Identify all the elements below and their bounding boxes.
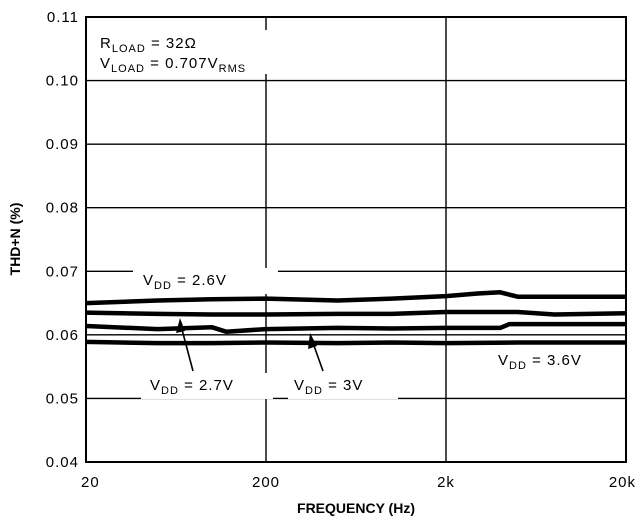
condition-vload-sub: LOAD: [111, 63, 145, 75]
label-vdd-2-6v-sub: DD: [154, 280, 172, 292]
condition-vload-main: V: [100, 55, 111, 72]
condition-rload-rest: = 32Ω: [146, 35, 197, 52]
label-vdd-3v-sub: DD: [305, 385, 323, 397]
label-vdd-3v-main: V: [294, 377, 305, 394]
y-tick-label: 0.08: [46, 200, 79, 217]
plot-frame: [85, 16, 627, 463]
label-vdd-3-6v: VDD = 3.6V: [492, 348, 622, 374]
series-line-0: [85, 290, 626, 306]
y-axis-title: THD+N (%): [7, 203, 23, 276]
condition-vload-rest: = 0.707V: [145, 55, 219, 72]
label-vdd-3-6v-sub: DD: [509, 360, 527, 372]
x-axis-ticks: 20 200 2k 20k: [81, 474, 636, 491]
condition-rload-bg: [92, 30, 312, 74]
x-tick-label: 200: [252, 474, 280, 491]
label-vdd-2-6v-rest: = 2.6V: [172, 272, 227, 289]
y-tick-label: 0.10: [46, 73, 79, 90]
arrowhead-vdd-2-7v: [176, 318, 185, 333]
series-lines: [85, 290, 627, 346]
condition-rload-sub: LOAD: [112, 43, 146, 55]
label-vdd-3-6v-bg: [492, 348, 622, 374]
condition-rload-text: RLOAD = 32Ω: [100, 35, 197, 55]
series-line-3: [85, 339, 626, 346]
condition-vload-sub2: RMS: [219, 63, 246, 75]
arrow-vdd-3v: [312, 342, 324, 372]
condition-rload: RLOAD = 32Ω: [92, 30, 312, 74]
condition-vload-text: VLOAD = 0.707VRMS: [100, 55, 246, 75]
label-vdd-3-6v-rest: = 3.6V: [527, 352, 582, 369]
series-line-2: [85, 321, 626, 334]
label-vdd-2-6v-text: VDD = 2.6V: [143, 272, 227, 292]
label-vdd-3-6v-text: VDD = 3.6V: [498, 352, 582, 372]
condition-rload-main: R: [100, 35, 112, 52]
label-vdd-2-7v-text: VDD = 2.7V: [150, 377, 234, 397]
label-vdd-2-6v: VDD = 2.6V: [133, 268, 278, 294]
y-tick-label: 0.07: [46, 263, 79, 280]
y-tick-label: 0.09: [46, 136, 79, 153]
y-tick-label: 0.04: [46, 454, 79, 471]
label-vdd-3v: VDD = 3V: [288, 373, 398, 399]
label-vdd-2-7v-sub: DD: [161, 385, 179, 397]
arrowhead-vdd-3v: [308, 333, 317, 349]
x-tick-label: 20: [81, 474, 100, 491]
y-tick-label: 0.06: [46, 327, 79, 344]
x-tick-label: 2k: [437, 474, 455, 491]
label-vdd-3v-text: VDD = 3V: [294, 377, 363, 397]
x-tick-label: 20k: [609, 474, 636, 491]
x-axis-title: FREQUENCY (Hz): [297, 500, 415, 516]
label-vdd-3v-bg: [288, 373, 398, 399]
label-vdd-3v-rest: = 3V: [323, 377, 363, 394]
label-vdd-2-7v: VDD = 2.7V: [141, 373, 273, 399]
label-vdd-2-7v-bg: [141, 373, 273, 399]
y-tick-label: 0.05: [46, 390, 79, 407]
label-vdd-3-6v-main: V: [498, 352, 509, 369]
y-axis-ticks: 0.04 0.05 0.06 0.07 0.08 0.09 0.10 0.11: [46, 9, 79, 471]
label-vdd-2-7v-rest: = 2.7V: [179, 377, 234, 394]
label-vdd-2-6v-bg: [133, 268, 278, 294]
series-line-1: [85, 309, 627, 317]
label-vdd-2-7v-main: V: [150, 377, 161, 394]
condition-vload: VLOAD = 0.707VRMS: [100, 55, 246, 75]
y-tick-label: 0.11: [47, 9, 79, 26]
label-vdd-2-6v-main: V: [143, 272, 154, 289]
